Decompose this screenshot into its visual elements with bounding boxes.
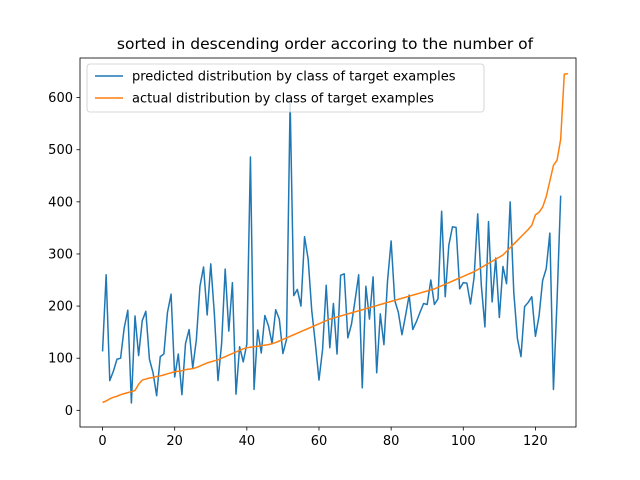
legend-box: [86, 63, 485, 113]
series-line-1: [101, 100, 562, 404]
y-tick-label: 400: [48, 195, 73, 210]
axes-frame: [79, 57, 577, 428]
series-layer: [101, 72, 568, 404]
y-tick-label: 100: [48, 352, 73, 367]
axes-layer: 0 20 40 60 80 100 120 0 100 200 300 400 500 600: [48, 57, 577, 449]
x-tick-label: 0: [98, 434, 106, 449]
y-tick-label: 200: [48, 300, 73, 315]
y-tick-label: 600: [48, 91, 73, 106]
x-tick-label: 60: [311, 434, 328, 449]
x-tick-label: 100: [451, 434, 476, 449]
y-tick-label: 500: [48, 143, 73, 158]
x-tick-label: 20: [166, 434, 183, 449]
x-tick-label: 120: [523, 434, 548, 449]
x-tick-label: 40: [239, 434, 256, 449]
series-line-2: [102, 72, 568, 404]
legend-label-1: predicted distribution by class of targe…: [132, 70, 456, 85]
y-tick-label: 0: [65, 404, 73, 419]
chart-title: sorted in descending order accoring to t…: [117, 35, 534, 53]
legend: predicted distribution by class of targe…: [86, 63, 485, 113]
legend-label-2: actual distribution by class of target e…: [132, 92, 434, 107]
y-tick-label: 300: [48, 247, 73, 262]
x-tick-label: 80: [383, 434, 400, 449]
